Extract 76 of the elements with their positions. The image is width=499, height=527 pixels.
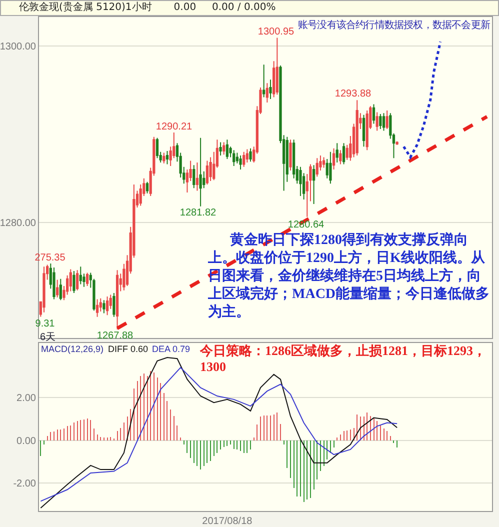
- candlestick: [362, 114, 366, 148]
- candlestick: [59, 278, 62, 301]
- chart-title: 伦敦金现(贵金属 5120)1小时: [19, 2, 152, 13]
- candlestick: [372, 104, 376, 124]
- candlestick: [376, 112, 378, 132]
- y-tick-label: 2.00: [16, 393, 36, 404]
- annotation: 账号没有该合约行情数据授权，数据不会更新: [298, 18, 490, 32]
- candlestick: [356, 100, 358, 156]
- candlestick: [339, 150, 342, 165]
- y-tick-label: 0.00: [16, 436, 36, 447]
- candlestick: [382, 112, 386, 132]
- candlestick: [269, 79, 272, 100]
- candlestick: [206, 160, 209, 186]
- annotation: 1293.88: [334, 88, 372, 100]
- candlestick: [299, 166, 302, 197]
- annotation: 1281.82: [180, 208, 216, 218]
- candlestick: [52, 266, 56, 300]
- annotation: 6天: [40, 331, 56, 343]
- candlestick: [222, 142, 226, 156]
- candlestick: [199, 137, 202, 207]
- annotation: 1267.88: [96, 330, 134, 342]
- candlestick: [246, 148, 248, 164]
- line-series: [402, 40, 442, 158]
- candlestick: [196, 162, 199, 192]
- candlestick: [379, 114, 382, 130]
- candlestick: [219, 142, 222, 156]
- candlestick: [69, 268, 72, 292]
- annotation: 9.31: [35, 318, 55, 330]
- candlestick: [162, 152, 166, 164]
- annotation: 275.35: [34, 252, 66, 264]
- candlestick: [112, 292, 116, 318]
- candlestick: [249, 148, 252, 162]
- candlestick: [396, 140, 398, 146]
- candlestick: [239, 154, 242, 170]
- candlestick: [289, 139, 292, 171]
- candlestick: [76, 270, 79, 291]
- y-tick-label: 1300.00: [0, 42, 36, 53]
- candlestick: [242, 151, 246, 168]
- x-tick-label: 2017/08/18: [202, 516, 253, 527]
- candlestick: [96, 298, 99, 318]
- candlestick: [146, 181, 149, 194]
- annotation: 1290.21: [156, 122, 192, 132]
- annotation: DEA 0.79: [152, 344, 190, 354]
- chart-subtitle: 0.00 0.00 / 0.00%: [174, 2, 276, 13]
- candlestick: [102, 300, 106, 314]
- candlestick: [322, 156, 326, 168]
- candlestick: [262, 64, 266, 98]
- candlestick: [42, 266, 46, 313]
- candlestick: [106, 296, 109, 316]
- candlestick: [332, 148, 336, 170]
- candlestick: [366, 110, 368, 151]
- candlestick: [336, 142, 338, 164]
- candlestick: [56, 279, 59, 298]
- candlestick: [316, 158, 318, 178]
- candlestick: [166, 150, 169, 165]
- annotation: MACD(12,26,9): [41, 344, 104, 354]
- candlestick: [342, 142, 346, 165]
- annotation: 今日策略：1286区域做多，止损1281，目标1293，1300: [200, 343, 487, 375]
- annotation: 1300.95: [258, 26, 294, 38]
- candlestick: [156, 137, 159, 159]
- annotation: DIFF 0.60: [108, 344, 148, 354]
- y-tick-label: -2.00: [13, 478, 36, 490]
- candlestick: [329, 151, 332, 184]
- annotation: 1280.64: [288, 220, 324, 230]
- candlestick: [312, 164, 316, 204]
- candlestick: [232, 150, 236, 167]
- y-tick-label: 1280.00: [0, 218, 36, 229]
- candlestick: [386, 110, 388, 130]
- candlestick: [116, 270, 119, 330]
- candlestick: [79, 266, 82, 285]
- candlestick: [226, 139, 229, 160]
- candlestick: [192, 164, 196, 189]
- candlestick: [266, 82, 268, 104]
- candlestick: [72, 270, 76, 294]
- candlestick: [276, 37, 278, 96]
- candlestick: [86, 272, 89, 286]
